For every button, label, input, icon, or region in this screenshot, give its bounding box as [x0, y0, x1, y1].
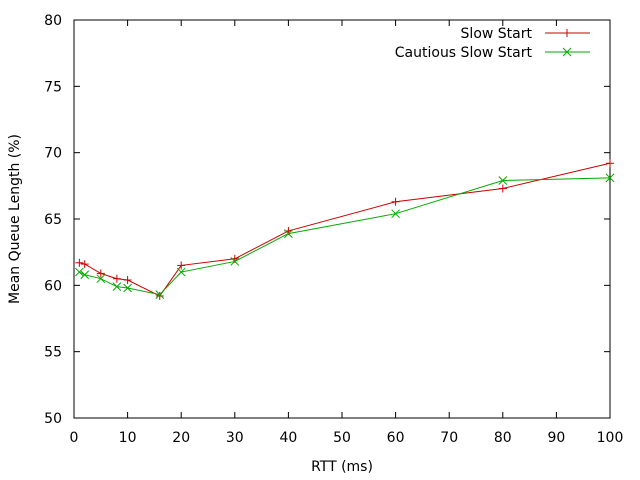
- data-point-cautious-slow-start: [155, 290, 165, 299]
- x-tick-label: 20: [172, 430, 190, 446]
- data-point-slow-start: [123, 276, 132, 285]
- data-point-slow-start: [391, 197, 400, 206]
- data-point-cautious-slow-start: [75, 267, 84, 277]
- legend-marker-slow-start: [563, 29, 571, 37]
- y-tick-label: 80: [44, 13, 62, 29]
- data-point-cautious-slow-start: [284, 229, 293, 238]
- y-axis-label: Mean Queue Length (%): [7, 134, 23, 304]
- data-point-cautious-slow-start: [80, 270, 90, 280]
- x-tick-label: 0: [70, 430, 79, 446]
- x-tick-label: 30: [226, 430, 244, 446]
- x-axis-label: RTT (ms): [311, 459, 373, 475]
- x-tick-label: 100: [597, 430, 624, 446]
- x-tick-label: 50: [333, 430, 351, 446]
- x-tick-label: 70: [440, 430, 458, 446]
- y-tick-label: 65: [44, 212, 62, 228]
- data-point-slow-start: [606, 159, 614, 168]
- legend-label-slow-start: Slow Start: [461, 26, 533, 42]
- data-point-cautious-slow-start: [112, 282, 122, 292]
- y-tick-label: 55: [44, 345, 62, 361]
- series-line-cautious-slow-start: [79, 177, 611, 296]
- data-point-cautious-slow-start: [96, 274, 106, 284]
- data-point-slow-start: [80, 260, 89, 269]
- plot-frame: [73, 19, 611, 419]
- legend-label-cautious-slow-start: Cautious Slow Start: [395, 45, 533, 61]
- data-point-slow-start: [75, 258, 84, 267]
- data-point-cautious-slow-start: [391, 209, 400, 219]
- data-point-cautious-slow-start: [498, 176, 508, 185]
- axes: [73, 19, 611, 419]
- x-tick-label: 80: [494, 430, 512, 446]
- data-point-slow-start: [498, 184, 507, 193]
- y-tick-label: 75: [44, 79, 62, 95]
- data-point-cautious-slow-start: [123, 283, 132, 293]
- x-tick-label: 90: [547, 430, 565, 446]
- ticks: 0 10 20 30 40 50 60 70 80 90 100 50 55 60 65 70 75 80: [44, 13, 623, 446]
- x-tick-label: 60: [387, 430, 405, 446]
- data-point-slow-start: [177, 261, 186, 270]
- series-line-slow-start: [79, 162, 611, 297]
- data-point-slow-start: [155, 291, 164, 300]
- x-tick-label: 40: [279, 430, 297, 446]
- legend: Slow Start Cautious Slow Start: [395, 26, 590, 61]
- data-point-slow-start: [96, 269, 105, 278]
- x-tick-label: 10: [119, 430, 137, 446]
- series-group: [75, 159, 615, 300]
- y-tick-label: 70: [44, 146, 62, 162]
- y-tick-label: 50: [44, 411, 62, 427]
- data-point-slow-start: [112, 274, 121, 283]
- data-point-cautious-slow-start: [176, 267, 186, 277]
- data-point-cautious-slow-start: [230, 257, 240, 266]
- data-point-cautious-slow-start: [605, 173, 615, 183]
- legend-marker-cautious-slow-start: [562, 47, 572, 57]
- y-tick-label: 60: [44, 278, 62, 294]
